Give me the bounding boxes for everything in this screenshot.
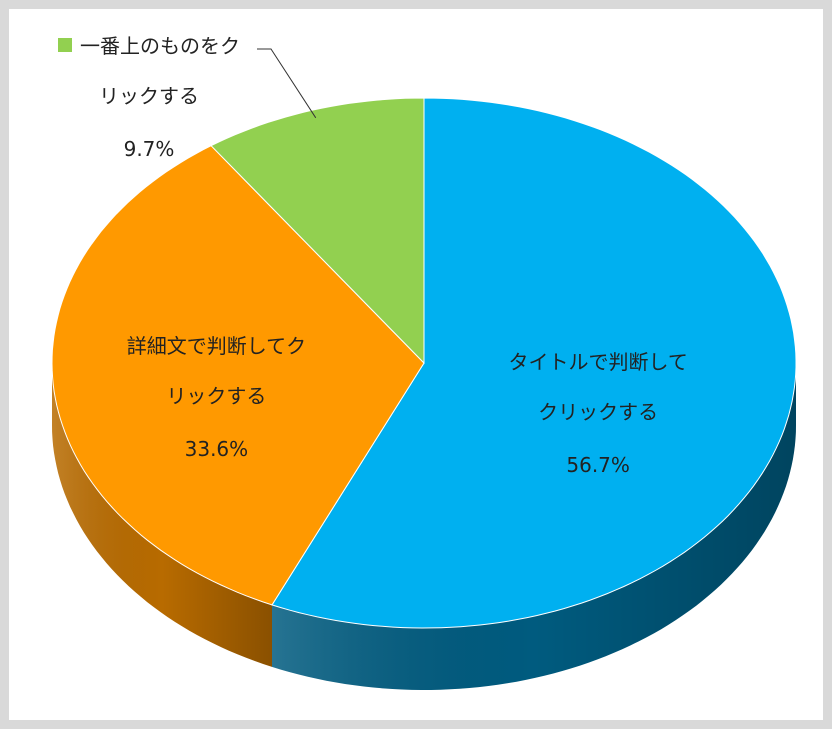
label-box: 一番上のものをクリックする 9.7%: [49, 21, 249, 171]
slice-side-shade: [272, 363, 796, 690]
legend-swatch: [58, 38, 72, 52]
value-label: 33.6%: [184, 436, 249, 461]
slice: [210, 97, 425, 365]
category-label: 一番上のものをクリックする: [80, 34, 240, 108]
chart: タイトルで判断してクリックする 56.7% 詳細文で判断してクリックする 33.6% 一…: [49, 21, 797, 690]
label-box: 詳細文で判断してクリックする 33.6%: [121, 321, 311, 471]
data-label: 一番上のものをクリックする 9.7%: [49, 21, 249, 171]
category-label: 詳細文で判断してクリックする: [126, 333, 307, 408]
leader-line: [257, 48, 317, 119]
value-label: 9.7%: [123, 137, 175, 161]
slice: [51, 145, 425, 606]
slice-side-shade: [52, 363, 272, 667]
label-box: タイトルで判断してクリックする 56.7%: [503, 337, 693, 487]
slice: [271, 97, 797, 629]
data-label: タイトルで判断してクリックする 56.7%: [503, 337, 693, 487]
category-label: タイトルで判断してクリックする: [508, 349, 688, 424]
value-label: 56.7%: [566, 452, 630, 477]
data-label: 詳細文で判断してクリックする 33.6%: [121, 321, 311, 471]
